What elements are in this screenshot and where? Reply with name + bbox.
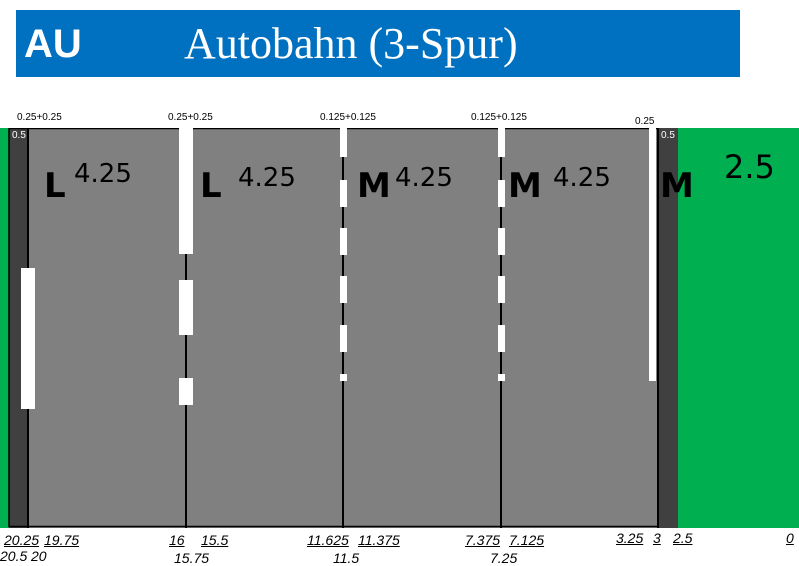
right-edge-width-label: 0.5 — [661, 130, 675, 141]
left-grass — [0, 128, 9, 528]
top-label-lm-divider: 0.125+0.125 — [320, 112, 376, 123]
bottom-label: 19.75 — [44, 532, 80, 548]
right-grass-shoulder — [678, 128, 799, 528]
bottom-label: 16 — [169, 532, 185, 548]
shoulder-type-label: M — [660, 166, 694, 206]
bottom-label: 7.125 — [509, 532, 545, 548]
bottom-label: 0 — [786, 530, 794, 546]
top-label-left-edge: 0.25+0.25 — [17, 112, 62, 123]
l-divider-marking — [179, 128, 193, 254]
lm-divider-dash — [340, 374, 347, 381]
bottom-label: 20.25 — [4, 532, 40, 548]
header-banner: AU Autobahn (3-Spur) — [16, 10, 740, 77]
lane-width-label: 4.25 — [74, 159, 132, 189]
left-edge-marking — [21, 268, 35, 409]
mm-divider-dash — [498, 325, 505, 352]
mm-divider-dash — [498, 374, 505, 381]
bottom-label-secondary: 11.5 — [333, 550, 360, 566]
lane-type-label: L — [200, 166, 222, 206]
lane-width-label: 4.25 — [395, 163, 453, 193]
shoulder-width-label: 2.5 — [724, 148, 775, 186]
lane-width-label: 4.25 — [553, 163, 611, 193]
mm-divider-dash — [498, 180, 505, 207]
left-edge-strip — [9, 128, 28, 528]
bottom-label: 11.375 — [358, 532, 400, 548]
l-divider-marking — [179, 280, 193, 335]
lane-width-label: 4.25 — [238, 163, 296, 193]
mm-divider-dash — [498, 228, 505, 255]
bottom-label-secondary: 20 — [31, 548, 47, 564]
bottom-label: 3.25 — [616, 530, 644, 546]
top-label-l-divider: 0.25+0.25 — [168, 112, 213, 123]
lane-type-label: L — [44, 166, 66, 206]
bottom-label-secondary: 20.5 — [0, 548, 28, 564]
lm-divider-dash — [340, 276, 347, 303]
mm-divider-dash — [498, 128, 505, 157]
right-edge-strip — [658, 128, 678, 528]
bottom-label: 15.5 — [201, 532, 229, 548]
road-code: AU — [24, 22, 82, 66]
mm-divider-dash — [498, 276, 505, 303]
lm-divider-dash — [340, 180, 347, 207]
lane-type-label: M — [357, 166, 391, 206]
bottom-label: 3 — [653, 530, 661, 546]
page-title: Autobahn (3-Spur) — [184, 19, 518, 68]
lane-type-label: M — [508, 166, 542, 206]
bottom-label: 2.5 — [673, 530, 693, 546]
bottom-label: 7.375 — [465, 532, 501, 548]
bottom-label-secondary: 7.25 — [490, 550, 518, 566]
top-label-mm-divider: 0.125+0.125 — [471, 112, 527, 123]
top-label-right-edge: 0.25 — [635, 116, 655, 127]
road-cross-section — [0, 128, 799, 528]
bottom-label-secondary: 15.75 — [174, 550, 210, 566]
l-divider-marking — [179, 378, 193, 405]
lm-divider-dash — [340, 325, 347, 352]
right-edge-marking — [649, 128, 656, 381]
bottom-label: 11.625 — [307, 532, 349, 548]
lm-divider-dash — [340, 128, 347, 157]
lm-divider-dash — [340, 228, 347, 255]
left-edge-width-label: 0.5 — [12, 130, 26, 141]
